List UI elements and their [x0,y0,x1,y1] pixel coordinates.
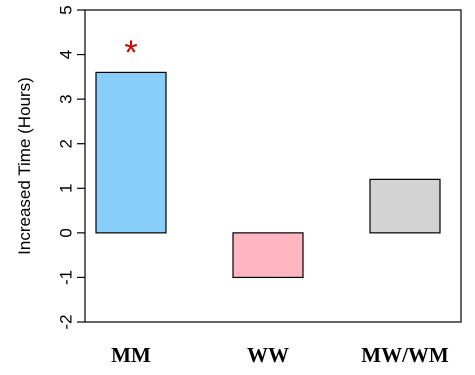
category-labels: MM WW MW/WM [111,343,449,367]
y-axis: -2 -1 0 1 2 3 4 5 [56,5,85,330]
y-tick-label: 3 [56,94,75,103]
annotations: * [124,34,137,72]
y-tick-label: 0 [56,228,75,237]
significance-asterisk: * [124,34,137,72]
category-label: WW [247,343,289,367]
y-tick-label: 4 [56,50,75,59]
y-tick-label: -2 [56,314,75,329]
y-tick-label: 2 [56,139,75,148]
y-tick-label: -1 [56,270,75,285]
y-tick-label: 1 [56,184,75,193]
y-tick-label: 5 [56,5,75,14]
bars [95,71,441,279]
bar-ww [232,232,304,279]
plot-frame [84,9,462,323]
category-label: MM [111,343,151,367]
category-label: MW/WM [361,343,449,367]
bar-mm [95,71,167,234]
y-axis-title: Increased Time (Hours) [15,77,34,255]
bar-mw-wm [369,178,441,234]
